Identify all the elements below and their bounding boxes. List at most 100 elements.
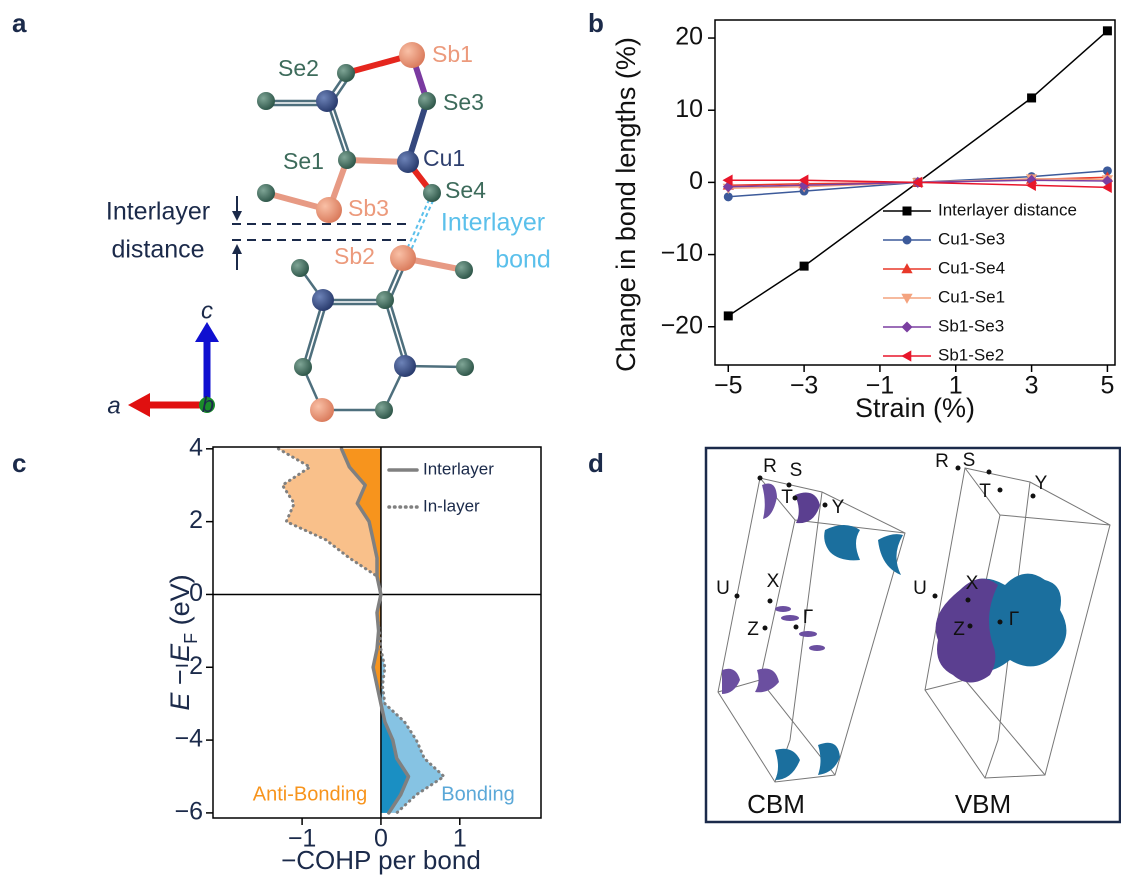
marker [1103,27,1111,35]
pocket [795,493,820,524]
k-point [998,488,1003,493]
axis-arrow [195,322,219,342]
k-label: S [790,460,803,481]
atom [257,184,275,202]
y-axis-label-part: − [165,662,195,693]
panel-label: d [588,448,604,478]
y-axis-label-part: (eV) [165,574,195,633]
k-point [793,496,798,501]
x-tick-label: −5 [714,372,743,400]
marker [724,193,732,201]
y-tick-label: −10 [661,239,703,267]
k-point [1031,494,1036,499]
atom [423,184,441,202]
y-tick-label: 4 [189,433,203,461]
k-label: Z [953,619,965,640]
k-label: R [763,456,777,477]
marker [903,207,911,215]
marker [902,351,911,361]
subpanel-label: CBM [747,789,805,819]
y-tick-label: 0 [689,167,703,195]
legend-label: Sb1-Se2 [938,345,1004,364]
legend-label: Interlayer distance [938,200,1077,219]
atom [316,90,338,112]
legend-label: Cu1-Se4 [938,258,1005,277]
pocket [775,749,800,780]
annotation: Anti-Bonding [253,783,368,805]
atom-label: Se2 [278,55,319,81]
legend-label: Sb1-Se3 [938,316,1004,335]
k-label: U [913,578,927,599]
atom-label: Se4 [445,177,486,203]
marker [724,312,732,320]
atom-label: Sb1 [432,41,473,67]
k-point [998,620,1003,625]
marker [903,236,911,244]
k-point [794,625,799,630]
y-tick-label: −4 [174,725,203,753]
k-label: S [963,450,976,471]
y-axis-label-part: E [165,643,195,662]
atom [310,398,334,422]
k-label: Γ [1009,609,1019,630]
atom [455,261,473,279]
k-label: X [767,571,780,592]
pocket [762,484,777,520]
atom-label: Se3 [443,89,484,115]
k-point [768,599,773,604]
pocket [809,645,825,651]
atom [312,289,334,311]
k-label: Z [747,619,759,640]
atom [399,42,425,68]
fermi-surfaces: R S T Y U X Z Γ CBM R S T Y U X Z Γ VBM [706,448,1120,822]
atom [390,245,416,271]
k-label: T [979,481,991,502]
y-tick-label: −6 [174,798,203,826]
atom [375,401,393,419]
annotation: distance [111,236,204,264]
figure: a b c d [0,0,1121,881]
atom [397,151,419,173]
atom-label: Sb2 [334,243,375,269]
k-label: T [781,487,793,508]
legend-label: In-layer [423,496,480,515]
k-point [763,626,768,631]
marker [902,322,912,332]
atom-label: Cu1 [423,145,465,171]
atom [291,259,309,277]
axis-arrow [128,393,150,417]
pocket [775,606,791,612]
plot-frame [715,20,1115,365]
pocket [722,669,740,694]
atom-label: Se1 [283,148,324,174]
y-tick-label: 2 [189,506,203,534]
wireframe [718,478,905,782]
series-line [728,31,1107,316]
axis-label: b [202,392,214,417]
atom [418,92,436,110]
legend-label: Cu1-Se3 [938,229,1005,248]
k-point [933,594,938,599]
k-label: X [966,573,979,594]
y-axis-label-part: F [181,633,201,644]
pocket [824,525,860,560]
atom [316,197,342,223]
k-point [968,624,973,629]
y-tick-label: 20 [675,23,703,51]
x-tick-label: 5 [1100,372,1114,400]
annotation: Interlayer [441,209,545,237]
atom [337,64,355,82]
x-tick-label: 3 [1025,372,1039,400]
legend-label: Interlayer [423,459,494,478]
y-tick-label: 10 [675,95,703,123]
k-label: Y [832,497,845,518]
structure: Se2 Sb1 Se3 Se1 Cu1 Se4 Sb3 Sb2 Interlay… [106,41,551,422]
axis-label: a [107,392,120,419]
pocket [755,669,779,693]
atom-label: Sb3 [348,195,389,221]
subpanel-label: VBM [955,789,1011,819]
k-label: U [716,578,730,599]
marker [1028,94,1036,102]
y-axis-label-part: E [165,692,195,711]
k-point [956,466,961,471]
